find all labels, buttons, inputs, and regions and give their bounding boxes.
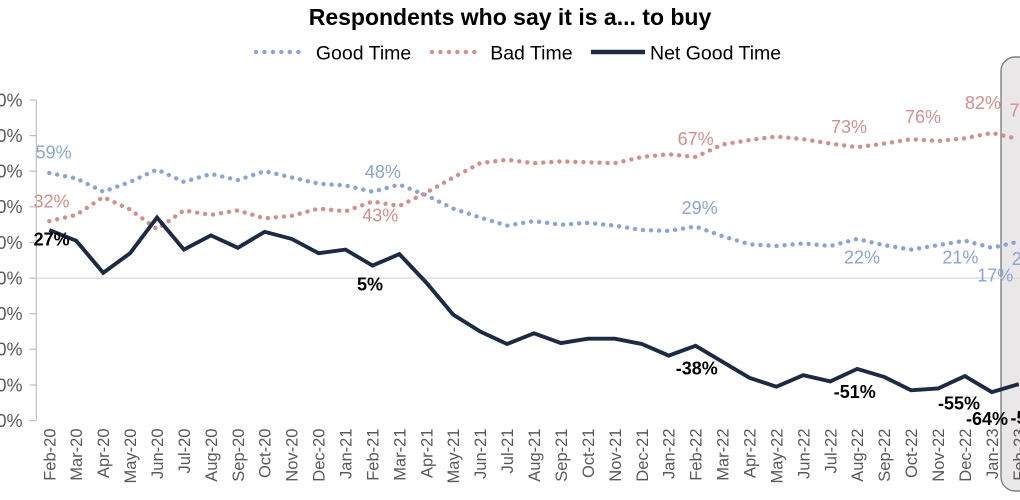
svg-text:Apr-21: Apr-21	[418, 429, 436, 479]
svg-text:-60%: -60%	[0, 375, 23, 395]
svg-text:67%: 67%	[678, 129, 714, 149]
svg-text:-64%: -64%	[966, 409, 1008, 429]
svg-text:Apr-22: Apr-22	[742, 429, 760, 479]
svg-text:73%: 73%	[831, 117, 867, 137]
svg-text:Nov-22: Nov-22	[930, 429, 948, 482]
svg-text:Jan-22: Jan-22	[661, 429, 679, 479]
svg-text:Aug-22: Aug-22	[849, 429, 867, 482]
svg-text:Aug-20: Aug-20	[203, 429, 221, 482]
svg-text:Feb-22: Feb-22	[688, 429, 706, 481]
svg-text:Oct-21: Oct-21	[580, 429, 598, 479]
svg-text:5%: 5%	[357, 275, 383, 295]
svg-text:40%: 40%	[0, 197, 23, 217]
svg-text:29%: 29%	[682, 198, 718, 218]
svg-text:27%: 27%	[34, 229, 70, 249]
svg-text:Dec-21: Dec-21	[634, 429, 652, 482]
svg-text:Mar-22: Mar-22	[715, 429, 733, 481]
svg-text:Dec-20: Dec-20	[311, 429, 329, 482]
svg-text:May-20: May-20	[122, 429, 140, 484]
svg-text:20%: 20%	[1012, 249, 1020, 269]
svg-text:Jan-21: Jan-21	[338, 429, 356, 479]
svg-text:Feb-21: Feb-21	[365, 429, 383, 481]
svg-text:Sep-21: Sep-21	[553, 429, 571, 482]
svg-text:22%: 22%	[844, 248, 880, 268]
svg-text:43%: 43%	[362, 206, 398, 226]
svg-text:Bad Time: Bad Time	[490, 42, 572, 64]
svg-text:21%: 21%	[942, 248, 978, 268]
svg-text:60%: 60%	[0, 162, 23, 182]
svg-text:Jul-21: Jul-21	[499, 429, 517, 474]
svg-text:Jul-20: Jul-20	[176, 429, 194, 474]
svg-text:Mar-21: Mar-21	[391, 429, 409, 481]
svg-text:32%: 32%	[33, 192, 69, 212]
svg-text:Jun-21: Jun-21	[472, 429, 490, 479]
svg-text:82%: 82%	[965, 93, 1001, 113]
svg-text:Oct-20: Oct-20	[257, 429, 275, 479]
svg-text:Jan-23: Jan-23	[984, 429, 1002, 479]
svg-text:Sep-20: Sep-20	[230, 429, 248, 482]
svg-text:Nov-21: Nov-21	[607, 429, 625, 482]
svg-text:Sep-22: Sep-22	[876, 429, 894, 482]
svg-text:Jun-20: Jun-20	[149, 429, 167, 479]
svg-text:Good Time: Good Time	[316, 42, 411, 64]
svg-text:17%: 17%	[977, 265, 1013, 285]
svg-text:0%: 0%	[0, 268, 23, 288]
svg-text:100%: 100%	[0, 90, 23, 110]
svg-text:Jul-22: Jul-22	[822, 429, 840, 474]
svg-text:-20%: -20%	[0, 304, 23, 324]
svg-text:-58%: -58%	[1011, 408, 1020, 428]
svg-text:Respondents who say it is a...: Respondents who say it is a... to buy	[309, 4, 712, 30]
svg-text:59%: 59%	[36, 142, 72, 162]
svg-text:Feb-23: Feb-23	[1011, 429, 1020, 481]
svg-text:-80%: -80%	[0, 411, 23, 431]
svg-text:Apr-20: Apr-20	[95, 429, 113, 479]
svg-text:Oct-22: Oct-22	[903, 429, 921, 479]
svg-text:Dec-22: Dec-22	[957, 429, 975, 482]
svg-text:48%: 48%	[365, 162, 401, 182]
svg-text:76%: 76%	[905, 107, 941, 127]
svg-text:79%: 79%	[1010, 101, 1020, 121]
svg-text:May-22: May-22	[768, 429, 786, 484]
svg-text:-38%: -38%	[676, 359, 718, 379]
svg-text:Jun-22: Jun-22	[795, 429, 813, 479]
svg-text:-55%: -55%	[938, 394, 980, 414]
svg-text:20%: 20%	[0, 233, 23, 253]
svg-text:-40%: -40%	[0, 340, 23, 360]
svg-text:May-21: May-21	[445, 429, 463, 484]
svg-text:Feb-20: Feb-20	[41, 429, 59, 481]
svg-text:Net Good Time: Net Good Time	[650, 42, 781, 64]
svg-text:Mar-20: Mar-20	[68, 429, 86, 481]
svg-text:Nov-20: Nov-20	[284, 429, 302, 482]
svg-text:Aug-21: Aug-21	[526, 429, 544, 482]
svg-text:80%: 80%	[0, 126, 23, 146]
svg-text:-51%: -51%	[834, 382, 876, 402]
